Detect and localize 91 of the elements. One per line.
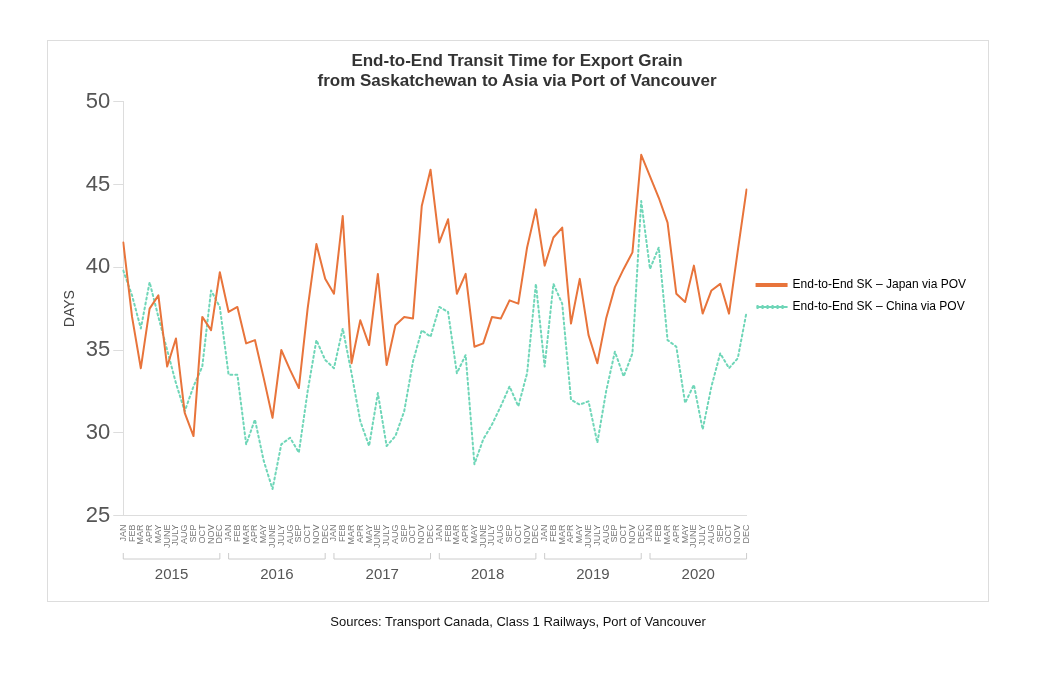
x-tick-label: AUG — [179, 524, 190, 545]
x-tick-label: MAY — [363, 524, 374, 544]
x-tick-label: FEB — [547, 524, 558, 543]
x-tick-label: FEB — [442, 524, 453, 543]
x-tick-label: DEC — [741, 524, 752, 544]
legend-label: End-to-End SK – Japan via POV — [792, 277, 967, 292]
x-tick-label: MAR — [451, 524, 462, 545]
x-tick-label: JUNE — [372, 524, 383, 549]
legend-label: End-to-End SK – China via POV — [792, 299, 965, 314]
x-tick-label: JULY — [591, 524, 602, 546]
x-tick-label: JULY — [170, 524, 181, 546]
x-tick-label: DEC — [319, 524, 330, 544]
x-tick-label: JAN — [433, 524, 444, 542]
text: from Saskatchewan to Asia via Port of Vancouver — [317, 71, 717, 91]
y-tick-label: 30 — [85, 418, 111, 444]
text: 2018 — [470, 564, 505, 582]
y-axis-title: DAYS — [61, 290, 78, 328]
x-tick-label: SEP — [293, 524, 304, 543]
x-tick-label: MAR — [556, 524, 567, 545]
x-tick-label: APR — [144, 524, 155, 544]
x-tick-label: MAY — [679, 524, 690, 544]
x-tick-label: MAR — [240, 524, 251, 545]
x-tick-label: OCT — [618, 524, 629, 544]
x-tick-label: APR — [565, 524, 576, 544]
x-tick-label: JAN — [644, 524, 655, 542]
x-tick-label: AUG — [600, 524, 611, 545]
x-tick-label: JUNE — [267, 524, 277, 549]
x-tick-label: SEP — [504, 524, 515, 543]
y-tick-label: 25 — [85, 501, 111, 527]
x-tick-label: JAN — [223, 524, 234, 542]
x-tick-label: SEP — [609, 524, 620, 543]
x-tick-label: NOV — [205, 524, 216, 545]
x-tick-label: OCT — [302, 524, 313, 544]
x-tick-label: SEP — [398, 524, 409, 543]
x-tick-label: JAN — [328, 524, 339, 542]
source-note: Sources: Transport Canada, Class 1 Railways, Port of Vancouver — [329, 614, 707, 629]
x-tick-label: MAY — [152, 524, 163, 544]
x-tick-label: JAN — [117, 524, 128, 542]
text: 2020 — [681, 564, 715, 582]
x-tick-label: DEC — [425, 524, 436, 544]
x-tick-label: JULY — [486, 524, 497, 546]
x-tick-label: FEB — [653, 524, 664, 543]
x-tick-label: FEB — [126, 524, 137, 543]
x-tick-label: OCT — [407, 524, 418, 544]
x-tick-label: JULY — [381, 524, 392, 546]
x-tick-label: AUG — [495, 524, 506, 545]
x-tick-label: DEC — [214, 524, 225, 544]
line-series — [122, 200, 748, 491]
x-tick-label: SEP — [187, 524, 198, 543]
y-tick-label: 45 — [85, 170, 111, 196]
x-tick-label: JULY — [275, 524, 286, 546]
y-tick-label: 35 — [85, 336, 111, 362]
x-tick-label: OCT — [723, 524, 734, 544]
text: End-to-End Transit Time for Export Grain — [351, 50, 683, 70]
x-tick-label: OCT — [196, 524, 207, 544]
x-tick-label: DEC — [635, 524, 646, 544]
x-tick-label: JULY — [697, 524, 708, 546]
x-tick-label: JAN — [539, 524, 550, 542]
x-tick-label: JUNE — [583, 524, 594, 549]
x-tick-label: SEP — [714, 524, 725, 543]
x-tick-label: APR — [460, 524, 471, 544]
x-tick-label: MAY — [574, 524, 585, 544]
x-tick-label: NOV — [416, 524, 427, 545]
x-tick-label: DEC — [530, 524, 541, 544]
x-tick-label: JUNE — [688, 524, 699, 549]
x-tick-label: APR — [354, 524, 365, 544]
text: 2016 — [260, 564, 294, 582]
x-tick-label: MAR — [135, 524, 146, 545]
x-tick-label: FEB — [231, 524, 242, 543]
x-tick-label: AUG — [389, 524, 400, 545]
x-tick-label: FEB — [337, 524, 348, 543]
y-tick-label: 50 — [85, 87, 111, 113]
x-tick-label: APR — [670, 524, 681, 544]
text: 2017 — [365, 564, 399, 582]
x-tick-label: MAR — [662, 524, 673, 545]
x-tick-label: MAY — [468, 524, 479, 544]
x-tick-label: AUG — [705, 524, 716, 545]
x-tick-label: JUNE — [161, 524, 172, 549]
text: 2019 — [576, 564, 610, 582]
x-tick-label: NOV — [732, 524, 743, 545]
x-tick-label: NOV — [310, 524, 321, 545]
x-tick-label: JUNE — [477, 524, 488, 549]
x-tick-label: MAR — [346, 524, 356, 545]
x-tick-label: NOV — [626, 524, 637, 545]
x-tick-label: OCT — [512, 524, 523, 544]
text: 2015 — [154, 564, 189, 582]
y-tick-label: 40 — [85, 253, 111, 279]
x-tick-label: MAY — [258, 524, 269, 544]
x-tick-label: APR — [249, 524, 260, 544]
x-tick-label: AUG — [284, 524, 295, 545]
x-tick-label: NOV — [521, 524, 532, 545]
